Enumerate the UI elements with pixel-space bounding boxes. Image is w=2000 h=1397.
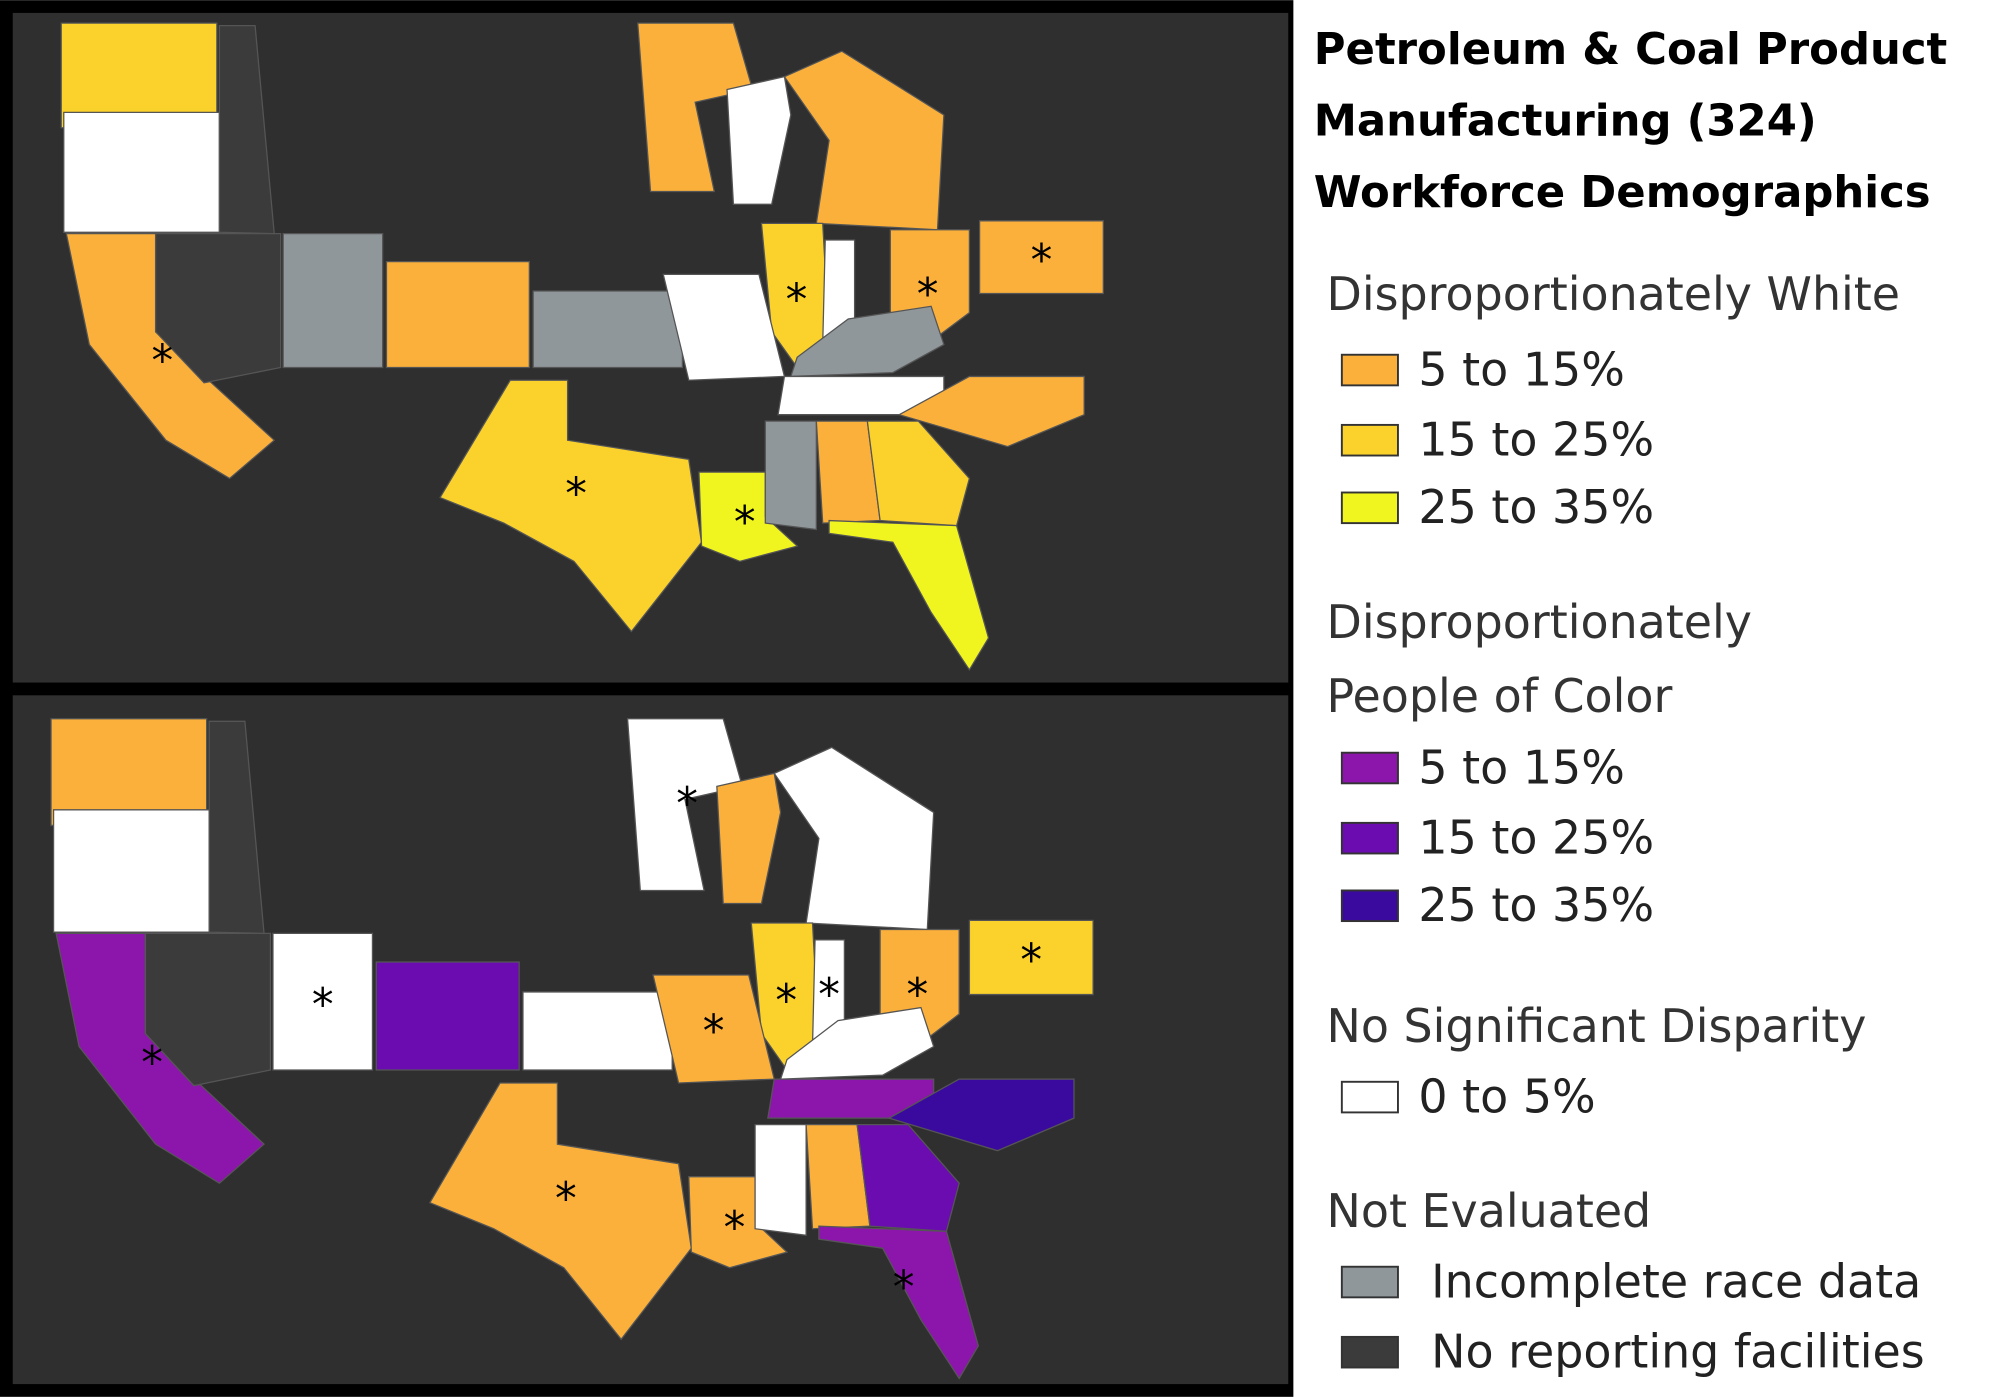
asterisk: *: [786, 276, 808, 326]
state: [282, 232, 384, 369]
legend-swatch: [1340, 821, 1399, 855]
state: [764, 420, 817, 531]
legend-heading: No Significant Disparity: [1327, 999, 1867, 1053]
legend-label: Incomplete race data: [1431, 1254, 1921, 1308]
state: [52, 809, 210, 933]
legend-swatch: [1340, 751, 1399, 785]
asterisk: *: [1020, 935, 1042, 987]
asterisk: *: [676, 779, 698, 831]
legend-label: 25 to 35%: [1418, 878, 1654, 932]
state: [818, 1225, 980, 1380]
state: [439, 379, 703, 633]
state: [375, 961, 520, 1071]
asterisk: *: [818, 969, 840, 1021]
legend-swatch: [1340, 353, 1399, 387]
asterisk: *: [312, 980, 334, 1032]
asterisk: *: [917, 270, 939, 320]
legend-title: Petroleum & Coal Product: [1314, 25, 1948, 75]
legend-swatch: [1340, 1265, 1399, 1299]
state: [978, 220, 1104, 295]
state: [716, 772, 782, 905]
state: [866, 420, 971, 527]
asterisk: *: [893, 1262, 915, 1314]
legend-heading: Not Evaluated: [1327, 1184, 1652, 1238]
asterisk: *: [703, 1006, 725, 1058]
legend-label: 5 to 15%: [1418, 342, 1625, 396]
state: [218, 25, 275, 235]
legend-title: Manufacturing (324): [1314, 96, 1817, 146]
state: [63, 111, 221, 233]
legend-heading: People of Color: [1327, 669, 1673, 723]
legend-swatch: [1340, 491, 1399, 525]
state: [897, 375, 1085, 448]
asterisk: *: [734, 498, 756, 548]
legend-title: Workforce Demographics: [1314, 168, 1931, 218]
state: [428, 1082, 692, 1341]
asterisk: *: [724, 1202, 746, 1254]
state: [726, 75, 792, 205]
map-top: * * * * * *: [60, 22, 1104, 671]
legend-swatch: [1340, 423, 1399, 457]
asterisk: *: [141, 1038, 163, 1090]
legend-label: 15 to 25%: [1418, 810, 1654, 864]
legend-label: No reporting facilities: [1431, 1325, 1925, 1379]
asterisk: *: [775, 976, 797, 1028]
legend-swatch: [1340, 1080, 1399, 1114]
state: [272, 932, 374, 1071]
legend-swatch: [1340, 1335, 1399, 1369]
state: [208, 720, 265, 935]
state: [522, 991, 673, 1071]
state: [887, 1078, 1075, 1152]
state: [828, 519, 990, 671]
map-bottom: * * * * * * * * * * *: [50, 718, 1094, 1380]
asterisk: *: [555, 1173, 577, 1225]
legend-swatch: [1340, 889, 1399, 923]
asterisk: *: [1031, 236, 1053, 286]
legend-label: 15 to 25%: [1418, 413, 1654, 467]
state: [626, 718, 744, 892]
legend-label: 5 to 15%: [1418, 740, 1625, 794]
legend-heading: Disproportionately: [1327, 595, 1752, 649]
state: [856, 1123, 960, 1233]
asterisk: *: [907, 970, 929, 1022]
state: [754, 1123, 807, 1236]
legend-label: 0 to 5%: [1418, 1069, 1595, 1123]
legend-label: 25 to 35%: [1418, 480, 1654, 534]
asterisk: *: [565, 470, 587, 520]
state: [385, 261, 530, 369]
state: [532, 290, 684, 369]
legend-heading: Disproportionately White: [1327, 267, 1901, 321]
state: [637, 22, 754, 193]
state: [968, 919, 1094, 996]
asterisk: *: [152, 336, 174, 386]
